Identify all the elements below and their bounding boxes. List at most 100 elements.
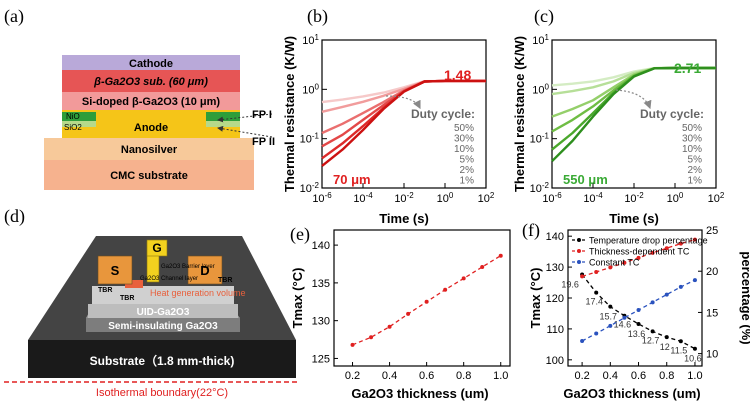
isothermal-label: Isothermal boundary(22°C) [96, 387, 228, 399]
panel-label-e: (e) [290, 224, 310, 245]
tmax-point [424, 299, 429, 304]
drain-label: D [200, 263, 209, 278]
temperature-drop-point [664, 335, 669, 340]
x-tick-label: 102 [478, 191, 495, 205]
layer-cathode-label: Cathode [129, 58, 173, 70]
temperature-drop-point [678, 339, 683, 344]
chart-c-duty-title: Duty cycle: [640, 107, 704, 121]
thickness-dependent-tc-point [664, 246, 669, 251]
duty-cycle-legend-item: 50% [682, 123, 702, 134]
x-tick-label: 0.8 [659, 370, 674, 382]
thickness-dependent-tc-point [580, 274, 585, 279]
x-tick-label: 102 [708, 191, 725, 205]
tbr-label-right: TBR [218, 277, 232, 284]
duty-cycle-legend-item: 2% [688, 165, 703, 176]
channel-region [92, 286, 234, 304]
layer-si-doped-label: Si-doped β-Ga2O3 (10 μm) [82, 96, 220, 108]
sio2-label: SiO2 [64, 123, 82, 132]
constant-tc-point [580, 338, 585, 343]
y-tick-label: 10-2 [300, 181, 320, 195]
y-right-tick-label: 15 [706, 307, 718, 319]
duty-cycle-legend-item: 5% [688, 155, 703, 166]
percentage-data-label: 12 [660, 342, 670, 352]
constant-tc-point [692, 278, 697, 283]
constant-tc-point [678, 284, 683, 289]
layer-si-doped [62, 92, 240, 110]
y-tick-label: 125 [312, 353, 330, 365]
panel-label-f: (f) [522, 220, 540, 241]
temperature-drop-point [692, 346, 697, 351]
y-tick-label: 140 [546, 231, 564, 243]
tmax-point [443, 287, 448, 292]
source-electrode [97, 255, 133, 285]
uid-label: UID-Ga2O3 [137, 307, 190, 318]
y-tick-label: 130 [546, 262, 564, 274]
percentage-data-label: 13.6 [628, 329, 646, 339]
y-tick-label: 130 [312, 316, 330, 328]
substrate-front [28, 340, 296, 378]
x-tick-label: 10-4 [583, 191, 603, 205]
nio-left [62, 112, 96, 121]
chart-c-steady-value: 2.71 [674, 60, 701, 76]
constant-tc-point [650, 300, 655, 305]
chart-b-thickness: 70 μm [333, 172, 371, 187]
tmax-point [461, 276, 466, 281]
percentage-data-label: 15.7 [600, 312, 618, 322]
chart-c-xlabel: Time (s) [609, 211, 659, 226]
chart-e-xlabel: Ga2O3 thickness (um) [351, 386, 488, 401]
x-tick-label: 1.0 [493, 370, 508, 382]
legend-label: Temperature drop percentage [589, 236, 708, 246]
legend-marker [577, 238, 581, 242]
chart-f-ylabel-right: percentage (%) [739, 251, 750, 344]
thickness-dependent-tc-point [594, 270, 599, 275]
chart-c-ylabel: Thermal resistance (K/W) [512, 36, 527, 192]
layer-substrate-label: β-Ga2O3 sub. (60 μm) [93, 76, 208, 88]
constant-tc-point [636, 308, 641, 313]
duty-cycle-legend-item: 50% [454, 123, 474, 134]
chart-c-duty-arrow [615, 89, 652, 110]
duty-cycle-legend-item: 5% [460, 155, 475, 166]
temperature-drop-line [581, 274, 696, 350]
y-right-tick-label: 10 [706, 349, 718, 361]
chart-c-thickness: 550 μm [563, 172, 608, 187]
series-line-1pct [321, 79, 486, 167]
y-right-tick-label: 20 [706, 266, 718, 278]
thickness-dependent-tc-point [692, 237, 697, 242]
x-tick-label: 10-6 [312, 191, 332, 205]
panel-d-device: Substrate（1.8 mm-thick) Isothermal bound… [4, 236, 300, 399]
constant-tc-point [608, 323, 613, 328]
percentage-data-label: 11.5 [670, 345, 687, 355]
y-tick-label: 100 [302, 82, 319, 96]
x-tick-label: 100 [437, 191, 454, 205]
duty-cycle-legend-item: 10% [682, 144, 702, 155]
chart-b-xlabel: Time (s) [379, 211, 429, 226]
x-tick-label: 10-4 [353, 191, 373, 205]
constant-tc-point [594, 331, 599, 336]
sio2-left [62, 121, 96, 127]
y-tick-label: 100 [546, 355, 564, 367]
chart-f-xlabel: Ga2O3 thickness (um) [563, 386, 700, 401]
tmax-point [480, 265, 485, 270]
duty-cycle-legend-item: 30% [454, 134, 474, 145]
y-tick-label: 120 [546, 293, 564, 305]
panel-label-a: (a) [4, 6, 24, 27]
x-tick-label: 10-6 [542, 191, 562, 205]
y-tick-label: 101 [532, 33, 549, 47]
fp2-label: FP II [252, 136, 275, 148]
chart-c: 10-6 10-4 10-2 100 102 10-2 10-1 100 101 Time (s… [512, 33, 725, 226]
barrier-layer-label: Ga2O3 Barrier layer [161, 264, 215, 270]
source-label: S [111, 263, 120, 278]
x-tick-label: 0.2 [574, 370, 589, 382]
drain-electrode [187, 255, 223, 285]
constant-tc-point [664, 292, 669, 297]
thickness-dependent-tc-point [678, 241, 683, 246]
y-tick-label: 10-1 [300, 132, 320, 146]
duty-cycle-legend-item: 30% [682, 134, 702, 145]
thickness-dependent-tc-point [622, 260, 627, 265]
chart-b-duty-title: Duty cycle: [411, 107, 475, 121]
y-tick-label: 135 [312, 278, 330, 290]
temperature-drop-point [636, 321, 641, 326]
x-tick-label: 0.6 [631, 370, 646, 382]
heat-generation-label: Heat generation volume [150, 288, 246, 298]
layer-nanosilver-label: Nanosilver [121, 144, 178, 156]
